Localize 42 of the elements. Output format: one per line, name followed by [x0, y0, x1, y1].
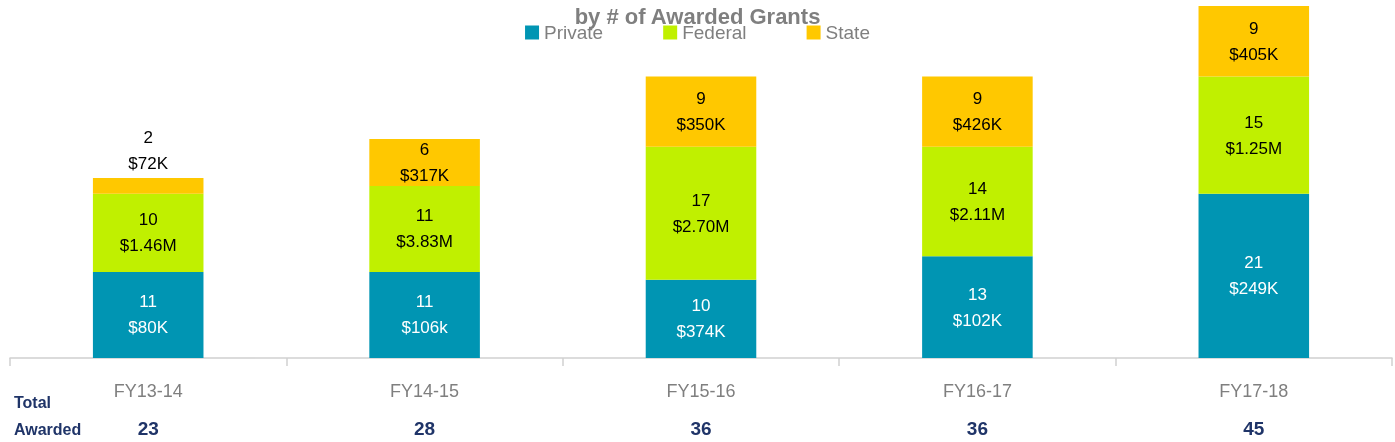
data-label: 10 $1.46M — [119, 210, 177, 256]
total-label: 36 — [966, 417, 988, 439]
bar — [922, 256, 1033, 358]
bar — [1198, 193, 1310, 358]
total-label: 23 — [137, 417, 159, 439]
bar — [92, 271, 204, 358]
legend-label: State — [825, 22, 870, 43]
data-label: 13 $102K — [952, 284, 1003, 330]
total-label: 28 — [414, 417, 436, 439]
data-label: 14 $2.11M — [949, 179, 1006, 225]
data-label: 9 $426K — [952, 89, 1003, 135]
bar — [1198, 76, 1310, 194]
bar — [645, 76, 757, 147]
x-tick-label: FY15-16 — [666, 381, 736, 401]
bar — [92, 193, 204, 272]
x-tick-label: FY14-15 — [390, 381, 460, 401]
bar — [369, 138, 480, 186]
bar — [922, 146, 1033, 257]
x-tick-label: FY16-17 — [942, 381, 1012, 401]
text: Total Awarded — [14, 394, 82, 438]
data-label: 11 $106k — [401, 292, 449, 338]
data-label: 15 $1.25M — [1225, 112, 1283, 158]
bar — [369, 185, 480, 272]
total-label: 36 — [690, 417, 712, 439]
data-label: 11 $3.83M — [396, 206, 453, 252]
bar — [645, 279, 757, 358]
bar — [92, 178, 204, 194]
bar — [645, 146, 757, 280]
bar — [1198, 6, 1310, 77]
data-label: 10 $374K — [676, 296, 727, 342]
bar — [922, 76, 1033, 147]
x-tick-label: FY17-18 — [1219, 381, 1289, 401]
data-label: 2 $72K — [128, 127, 169, 173]
data-label: 9 $350K — [676, 89, 727, 135]
data-label: 17 $2.70M — [672, 190, 730, 236]
data-label: 9 $405K — [1229, 18, 1280, 64]
data-label: 21 $249K — [1229, 253, 1280, 299]
data-label: 11 $80K — [128, 292, 169, 338]
data-label: 6 $317K — [400, 139, 450, 185]
bar — [369, 271, 480, 358]
x-tick-label: FY13-14 — [113, 381, 183, 401]
total-label: 45 — [1243, 417, 1265, 439]
